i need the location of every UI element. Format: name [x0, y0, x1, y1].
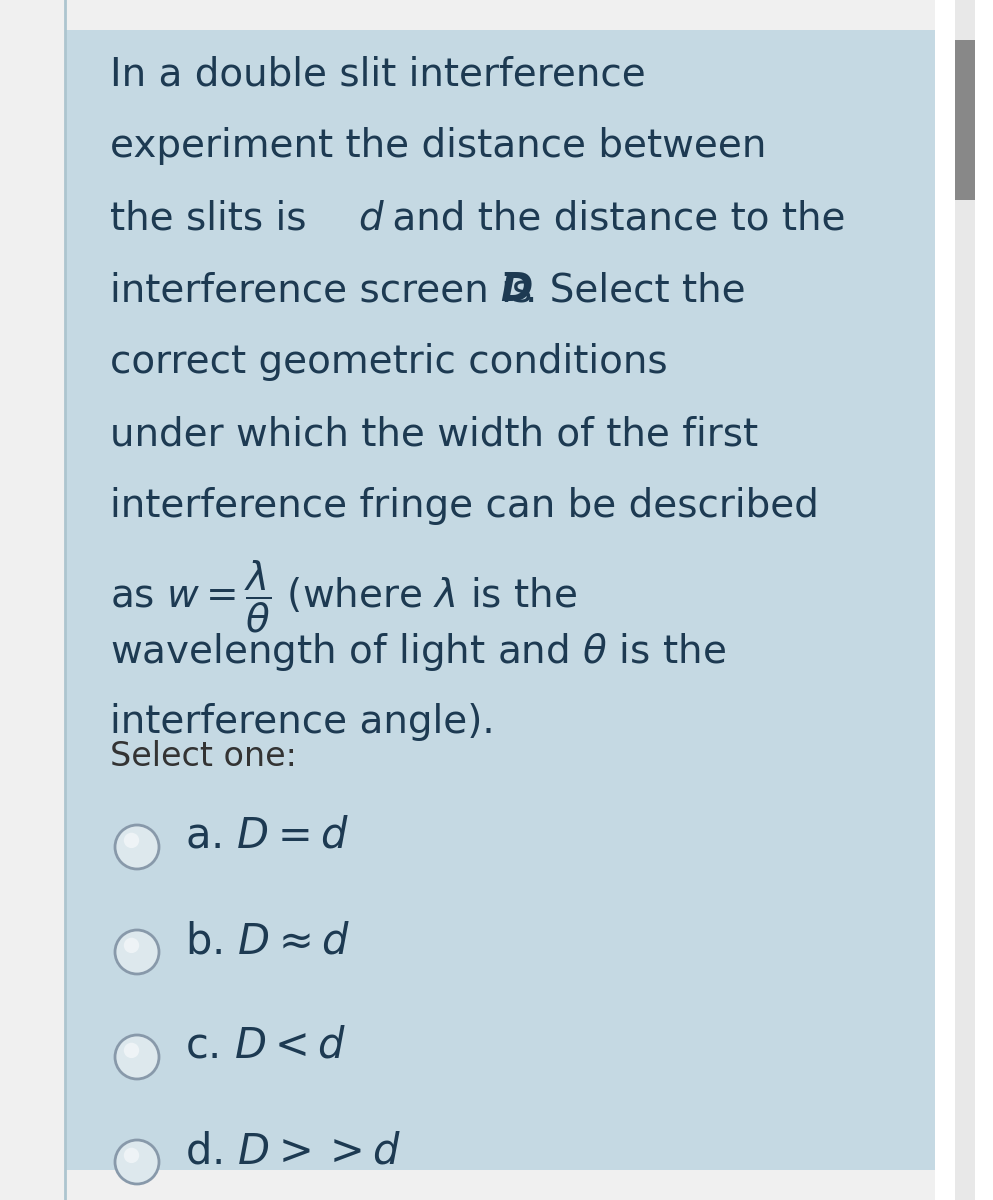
Text: b. $D \approx d$: b. $D \approx d$ [185, 920, 350, 962]
Circle shape [115, 826, 159, 869]
Text: Select one:: Select one: [110, 740, 297, 773]
FancyBboxPatch shape [955, 0, 975, 1200]
Text: and the distance to the: and the distance to the [380, 199, 845, 236]
Circle shape [118, 1144, 156, 1181]
Circle shape [115, 826, 159, 869]
Circle shape [115, 930, 159, 974]
Text: c. $D < d$: c. $D < d$ [185, 1025, 347, 1067]
Circle shape [124, 937, 139, 953]
Circle shape [118, 828, 156, 865]
Text: D: D [500, 271, 532, 308]
Circle shape [124, 833, 139, 848]
FancyBboxPatch shape [65, 30, 935, 1170]
Text: a. $D = d$: a. $D = d$ [185, 815, 349, 857]
Text: interference fringe can be described: interference fringe can be described [110, 487, 819, 526]
Text: the slits is: the slits is [110, 199, 319, 236]
Circle shape [115, 930, 159, 974]
Circle shape [115, 1034, 159, 1079]
Text: d. $D >> d$: d. $D >> d$ [185, 1130, 401, 1172]
Circle shape [115, 1140, 159, 1184]
Text: under which the width of the first: under which the width of the first [110, 415, 758, 452]
Text: In a double slit interference: In a double slit interference [110, 55, 645, 92]
Text: . Select the: . Select the [525, 271, 746, 308]
Text: correct geometric conditions: correct geometric conditions [110, 343, 667, 382]
FancyBboxPatch shape [955, 40, 975, 200]
Text: wavelength of light and $\theta$ is the: wavelength of light and $\theta$ is the [110, 631, 726, 673]
FancyBboxPatch shape [935, 0, 993, 1200]
Text: experiment the distance between: experiment the distance between [110, 127, 767, 164]
Text: interference screen is: interference screen is [110, 271, 544, 308]
Circle shape [118, 1038, 156, 1075]
Text: interference angle).: interference angle). [110, 703, 495, 740]
Circle shape [115, 1140, 159, 1184]
Text: d: d [358, 199, 382, 236]
Text: as $w = \dfrac{\lambda}{\theta}$ (where $\lambda$ is the: as $w = \dfrac{\lambda}{\theta}$ (where … [110, 559, 577, 635]
Circle shape [124, 1043, 139, 1058]
Circle shape [118, 934, 156, 971]
Circle shape [115, 1034, 159, 1079]
Circle shape [124, 1147, 139, 1163]
